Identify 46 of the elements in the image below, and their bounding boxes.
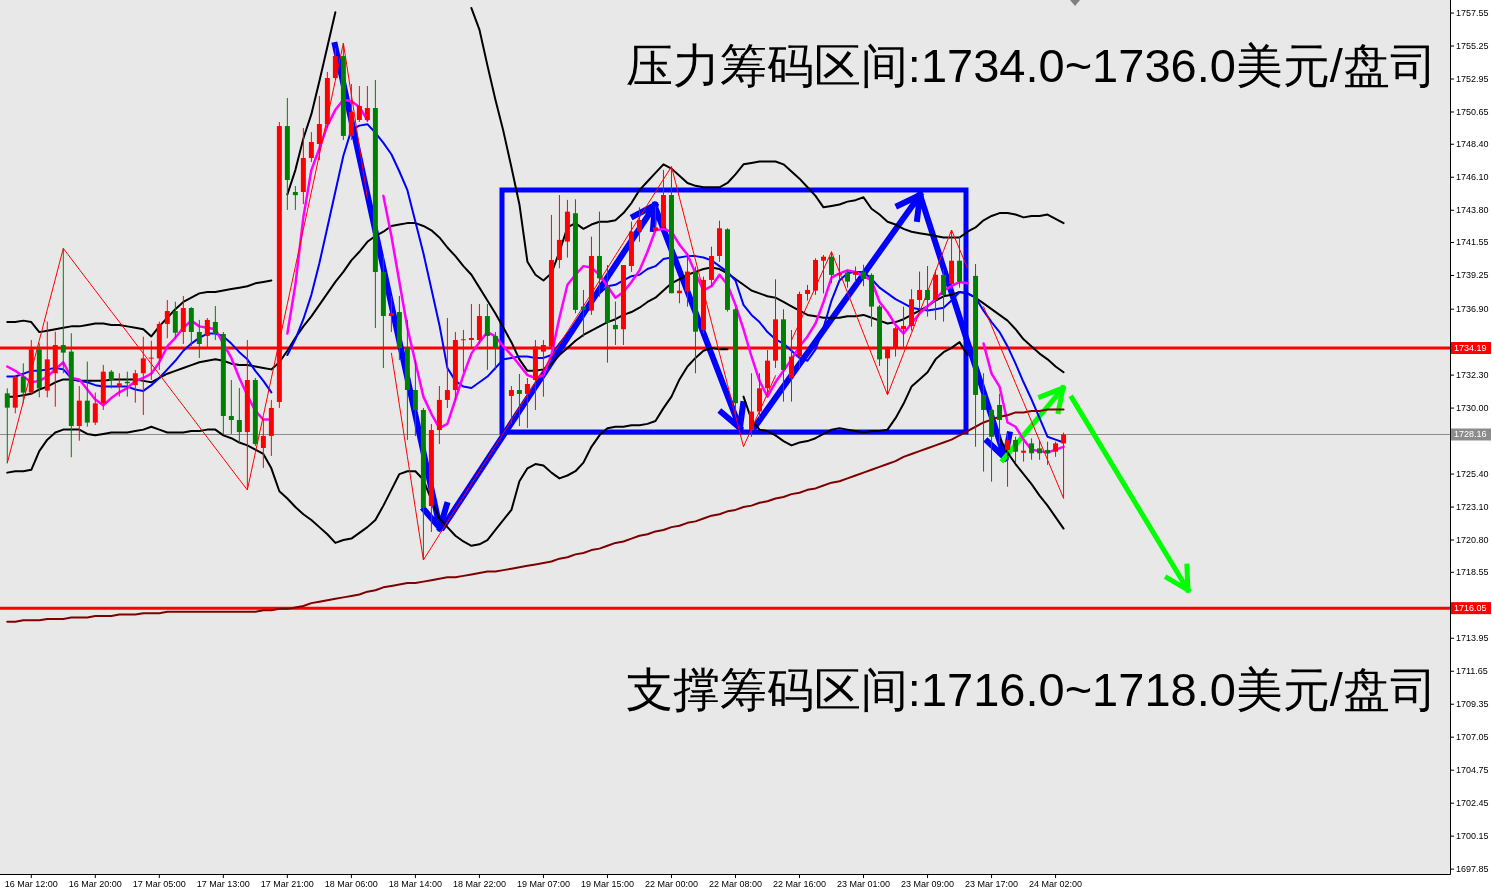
y-tick-label: 1720.80 [1456, 535, 1489, 546]
y-tick-label: 1718.55 [1456, 567, 1489, 578]
y-tick-label: 1711.65 [1456, 666, 1488, 677]
x-tick-label: 22 Mar 16:00 [772, 879, 827, 889]
x-tick-label: 22 Mar 08:00 [708, 879, 763, 889]
x-tick-label: 17 Mar 21:00 [260, 879, 314, 889]
x-tick-label: 23 Mar 09:00 [901, 879, 955, 889]
x-tick-label: 18 Mar 14:00 [388, 879, 442, 889]
ref-line-label: 1716.05 [1454, 603, 1487, 614]
y-tick-label: 1702.45 [1456, 798, 1489, 809]
ref-line-label: 1734.19 [1454, 343, 1487, 354]
y-tick-label: 1750.65 [1456, 106, 1489, 117]
x-tick-label: 16 Mar 12:00 [4, 879, 58, 889]
x-tick-label: 19 Mar 07:00 [516, 879, 570, 889]
y-tick-label: 1748.40 [1456, 139, 1489, 150]
y-tick-label: 1755.25 [1456, 41, 1489, 52]
y-tick-label: 1704.75 [1456, 765, 1489, 776]
x-tick-label: 18 Mar 06:00 [324, 879, 378, 889]
y-tick-label: 1741.55 [1456, 237, 1489, 248]
y-tick-label: 1739.25 [1456, 270, 1489, 281]
y-tick-label: 1752.95 [1456, 74, 1489, 85]
annotation: 支撑筹码区间:1716.0~1718.0美元/盘司 [625, 663, 1437, 717]
x-tick-label: 24 Mar 02:00 [1029, 879, 1083, 889]
x-tick-label: 17 Mar 05:00 [132, 879, 186, 889]
y-tick-label: 1707.05 [1456, 732, 1489, 743]
y-tick-label: 1743.80 [1456, 205, 1489, 216]
y-tick-label: 1723.10 [1456, 502, 1489, 513]
y-tick-label: 1746.10 [1456, 172, 1489, 183]
y-tick-label: 1713.95 [1456, 633, 1489, 644]
annotation: 压力筹码区间:1734.0~1736.0美元/盘司 [625, 39, 1437, 93]
y-tick-label: 1736.90 [1456, 304, 1489, 315]
ref-line-label: 1728.16 [1454, 429, 1487, 440]
y-tick-label: 1730.00 [1456, 403, 1489, 414]
y-tick-label: 1709.35 [1456, 699, 1489, 710]
y-tick-label: 1700.15 [1456, 831, 1489, 842]
y-tick-label: 1697.85 [1456, 864, 1489, 875]
y-tick-label: 1725.40 [1456, 469, 1489, 480]
y-tick-label: 1732.30 [1456, 370, 1489, 381]
x-tick-label: 23 Mar 17:00 [965, 879, 1019, 889]
x-tick-label: 17 Mar 13:00 [196, 879, 250, 889]
x-tick-label: 16 Mar 20:00 [68, 879, 122, 889]
y-tick-label: 1757.55 [1456, 8, 1489, 19]
x-tick-label: 22 Mar 00:00 [644, 879, 698, 889]
x-tick-label: 23 Mar 01:00 [836, 879, 891, 889]
x-tick-label: 18 Mar 22:00 [452, 879, 506, 889]
x-tick-label: 19 Mar 15:00 [580, 879, 634, 889]
